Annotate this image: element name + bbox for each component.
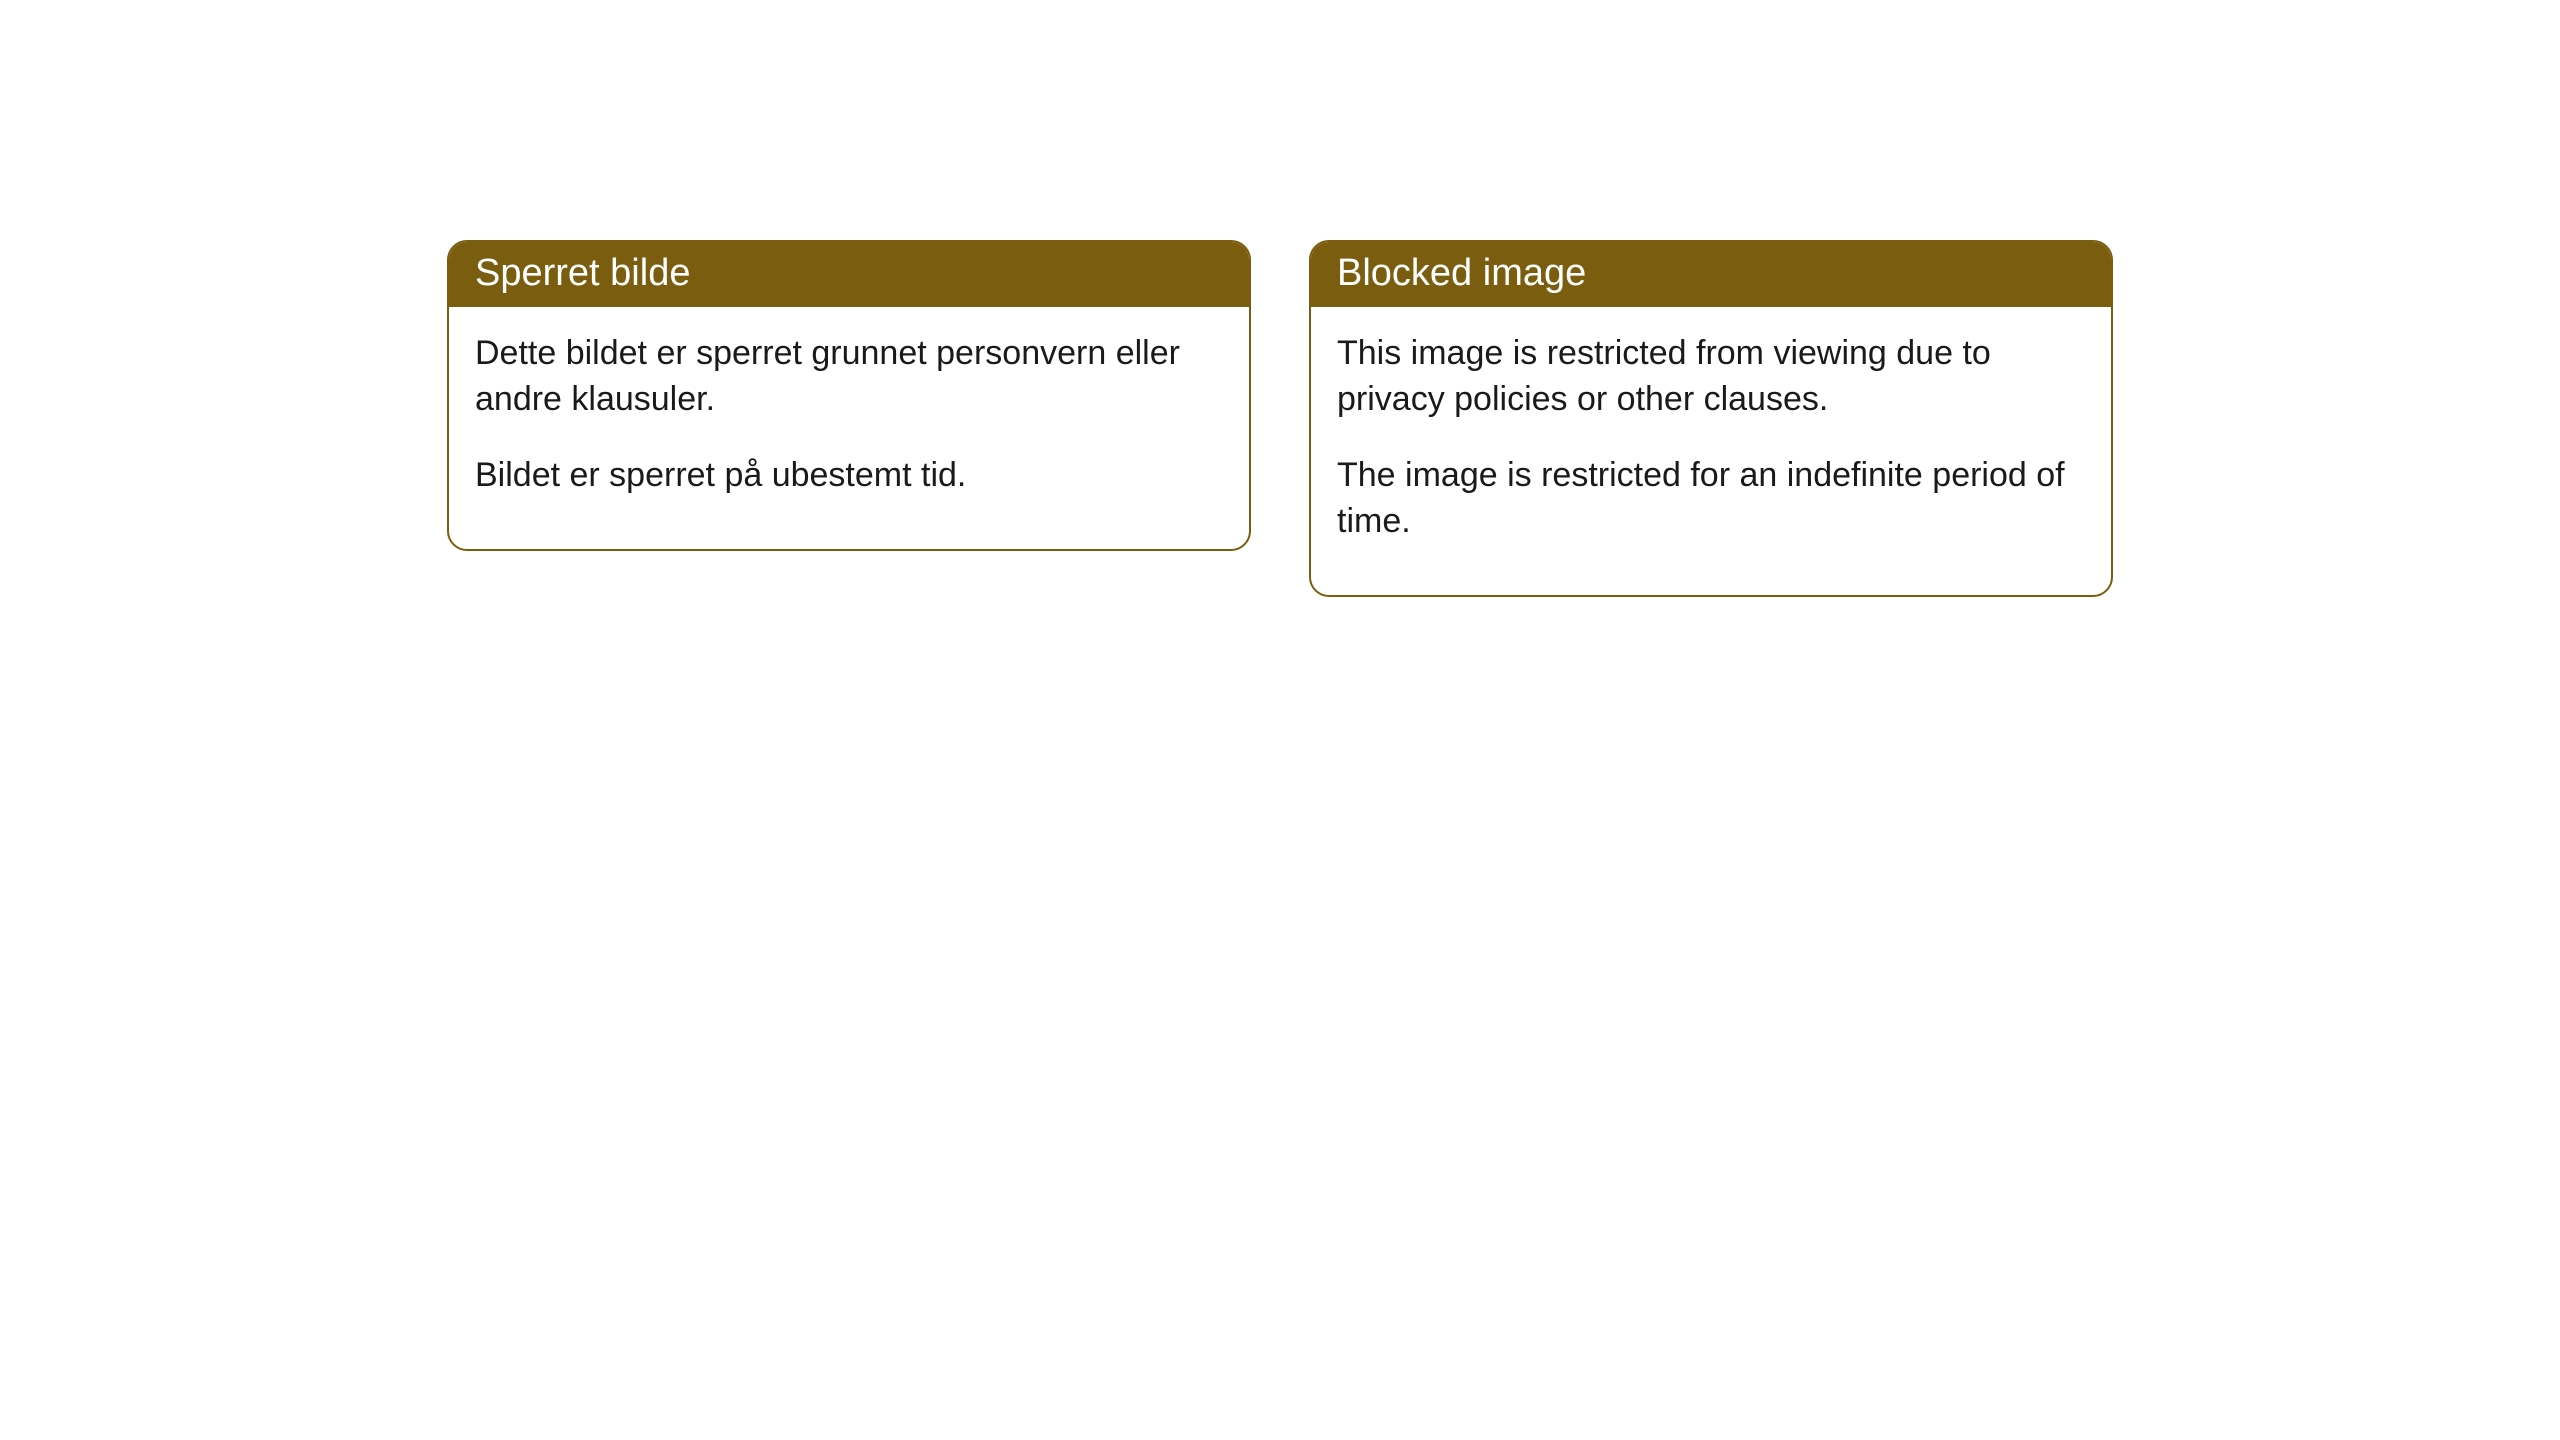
card-body: This image is restricted from viewing du… xyxy=(1311,307,2111,595)
card-paragraph-2: The image is restricted for an indefinit… xyxy=(1337,453,2085,545)
card-body: Dette bildet er sperret grunnet personve… xyxy=(449,307,1249,549)
card-paragraph-2: Bildet er sperret på ubestemt tid. xyxy=(475,453,1223,499)
card-paragraph-1: This image is restricted from viewing du… xyxy=(1337,331,2085,423)
card-english: Blocked image This image is restricted f… xyxy=(1309,240,2113,597)
card-header: Sperret bilde xyxy=(449,242,1249,307)
card-norwegian: Sperret bilde Dette bildet er sperret gr… xyxy=(447,240,1251,551)
cards-container: Sperret bilde Dette bildet er sperret gr… xyxy=(447,240,2113,1440)
card-paragraph-1: Dette bildet er sperret grunnet personve… xyxy=(475,331,1223,423)
card-header: Blocked image xyxy=(1311,242,2111,307)
